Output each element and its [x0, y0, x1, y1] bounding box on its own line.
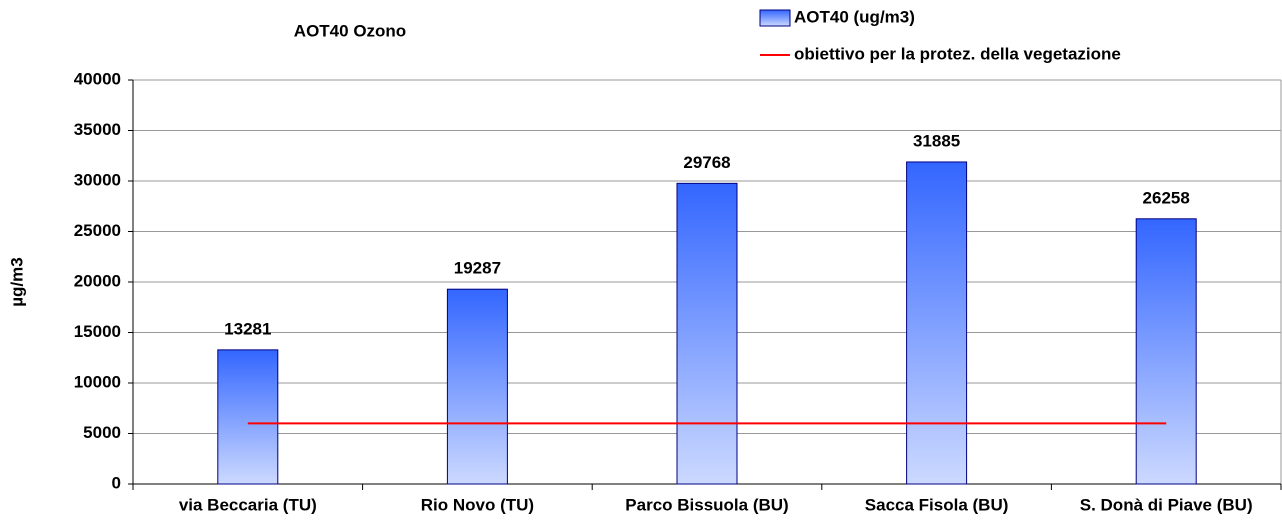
bar [676, 182, 738, 485]
chart-title: AOT40 Ozono [294, 21, 406, 40]
y-tick-label: 20000 [74, 271, 121, 290]
data-label: 19287 [454, 259, 501, 278]
bar [1135, 218, 1197, 485]
y-tick-label: 30000 [74, 170, 121, 189]
data-label: 29768 [683, 153, 730, 172]
x-tick-label: Parco Bissuola (BU) [625, 495, 788, 514]
data-label: 13281 [224, 319, 271, 338]
legend-swatch [759, 9, 791, 27]
y-tick-label: 10000 [74, 372, 121, 391]
data-label: 26258 [1143, 188, 1190, 207]
legend-label: obiettivo per la protez. della vegetazio… [794, 44, 1121, 63]
x-tick-label: Rio Novo (TU) [421, 495, 534, 514]
bar [906, 161, 968, 485]
x-tick-label: via Beccaria (TU) [179, 495, 317, 514]
bar [446, 288, 508, 485]
bar [217, 349, 279, 485]
y-tick-label: 5000 [83, 423, 121, 442]
y-tick-label: 0 [112, 473, 121, 492]
x-tick-label: S. Donà di Piave (BU) [1080, 495, 1253, 514]
y-tick-label: 15000 [74, 322, 121, 341]
x-tick-label: Sacca Fisola (BU) [865, 495, 1009, 514]
y-tick-label: 40000 [74, 69, 121, 88]
y-tick-label: 35000 [74, 120, 121, 139]
y-tick-label: 25000 [74, 221, 121, 240]
legend-label: AOT40 (ug/m3) [794, 7, 915, 26]
data-label: 31885 [913, 131, 960, 150]
y-axis-label: µg/m3 [7, 257, 26, 306]
